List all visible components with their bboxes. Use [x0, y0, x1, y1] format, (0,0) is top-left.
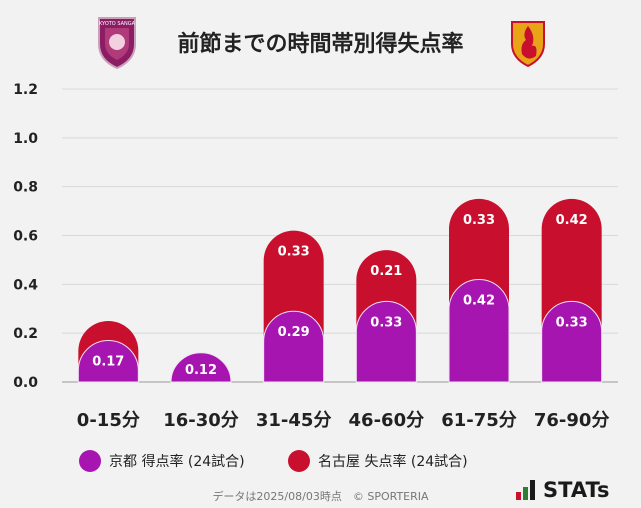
nagoya-grampus-logo-icon — [511, 21, 545, 68]
legend-item-nagoya: 名古屋 失点率 (24試合) — [288, 449, 468, 473]
data-label-kyoto: 0.33 — [370, 315, 402, 330]
data-label-kyoto: 0.29 — [278, 325, 310, 340]
legend-nagoya-swatch — [288, 450, 310, 472]
stats-logo-icon — [516, 480, 537, 500]
data-label-nagoya: 0.21 — [370, 264, 402, 279]
legend-kyoto-label: 京都 得点率 (24試合) — [109, 454, 245, 470]
x-tick-label: 61-75分 — [441, 410, 517, 431]
data-label-nagoya: 0.33 — [463, 213, 495, 228]
y-tick-label: 0.4 — [13, 277, 38, 293]
bar-kyoto — [541, 301, 603, 383]
data-label-kyoto: 0.12 — [185, 363, 217, 378]
legend-kyoto-swatch — [79, 450, 101, 472]
x-tick-label: 0-15分 — [77, 410, 140, 431]
x-tick-label: 16-30分 — [163, 410, 239, 431]
svg-text:KYOTO SANGA: KYOTO SANGA — [99, 21, 136, 27]
data-label-kyoto: 0.33 — [556, 315, 588, 330]
bar-kyoto — [355, 301, 417, 383]
bar-kyoto — [448, 279, 510, 383]
bar-kyoto — [77, 340, 139, 383]
data-label-kyoto: 0.17 — [92, 354, 124, 369]
bar-kyoto — [263, 310, 325, 383]
bar-kyoto — [170, 352, 232, 383]
y-tick-label: 1.0 — [13, 131, 38, 147]
y-tick-label: 0.6 — [13, 229, 38, 245]
x-tick-label: 76-90分 — [534, 410, 610, 431]
legend-item-kyoto: 京都 得点率 (24試合) — [79, 449, 245, 473]
y-tick-label: 0.8 — [13, 180, 38, 196]
kyoto-sanga-logo-icon: KYOTO SANGA — [98, 17, 136, 70]
data-label-kyoto: 0.42 — [463, 293, 495, 308]
x-tick-label: 31-45分 — [256, 410, 332, 431]
y-tick-label: 1.2 — [13, 82, 38, 98]
footnote: データは2025/08/03時点 © SPORTERIA — [212, 490, 429, 503]
y-tick-label: 0.0 — [13, 375, 38, 391]
stats-brand-name: STATs — [543, 478, 610, 502]
data-label-nagoya: 0.33 — [278, 245, 310, 260]
stats-brand: STATs — [516, 478, 609, 502]
x-tick-label: 46-60分 — [349, 410, 425, 431]
legend-nagoya-label: 名古屋 失点率 (24試合) — [318, 454, 468, 470]
data-label-nagoya: 0.42 — [556, 213, 588, 228]
y-tick-label: 0.2 — [13, 326, 38, 342]
chart-title: 前節までの時間帯別得失点率 — [177, 32, 464, 57]
